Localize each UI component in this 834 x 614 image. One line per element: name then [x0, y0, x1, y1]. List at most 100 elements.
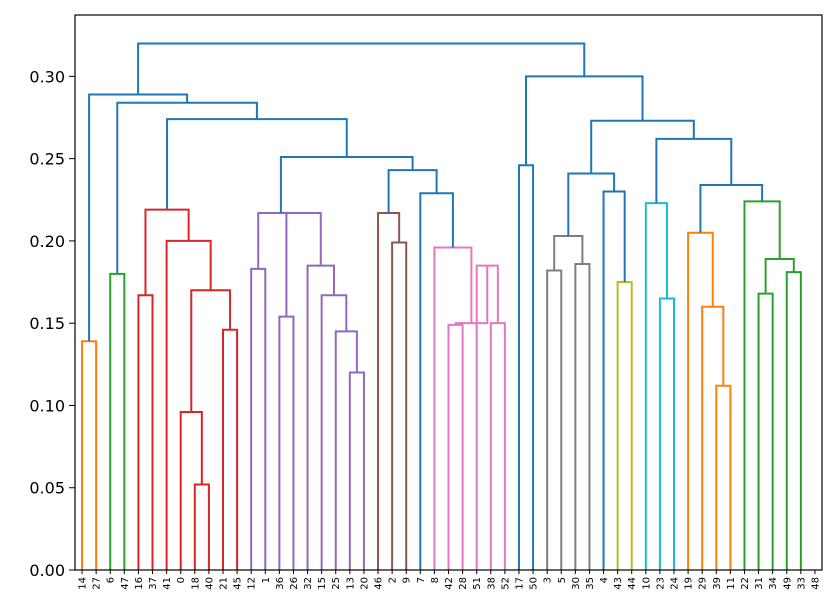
dendrogram-link-29	[88, 93, 189, 342]
dendrogram-link-50	[137, 42, 586, 95]
leaf-label: 38	[486, 577, 497, 590]
dendrogram-link-30	[546, 269, 563, 570]
y-tick-label: 0.10	[29, 396, 65, 415]
leaf-label: 25	[331, 577, 342, 590]
dendrogram-link-39	[701, 305, 725, 570]
dendrogram-link-48	[517, 164, 535, 570]
y-tick-label: 0.20	[29, 232, 65, 251]
dendrogram-link-44	[743, 200, 781, 570]
leaf-label: 47	[120, 577, 131, 590]
dendrogram-link-12	[334, 330, 358, 570]
leaf-label: 46	[374, 577, 385, 590]
leaf-label: 31	[754, 577, 765, 590]
leaf-label: 39	[712, 577, 723, 590]
leaf-label: 5	[557, 577, 568, 583]
leaf-label: 2	[388, 577, 399, 583]
y-tick-label: 0.30	[29, 67, 65, 86]
dendrogram-link-32	[553, 234, 584, 271]
leaf-label: 36	[275, 577, 286, 590]
leaf-label: 23	[655, 577, 666, 590]
dendrogram-link-41	[757, 292, 774, 570]
dendrogram-link-25	[387, 169, 438, 213]
leaf-label: 34	[768, 577, 779, 590]
leaf-label: 40	[204, 577, 215, 590]
leaf-label: 27	[92, 577, 103, 590]
y-tick-label: 0.15	[29, 314, 65, 333]
dendrogram-link-13	[320, 294, 348, 570]
leaf-label: 21	[218, 577, 229, 590]
dendrogram-link-11	[348, 371, 365, 570]
dendrogram-link-27	[166, 118, 348, 210]
y-tick-label: 0.00	[29, 561, 65, 580]
dendrogram-links	[81, 42, 802, 570]
dendrogram-link-43	[764, 258, 795, 294]
dendrogram-link-1	[109, 272, 126, 570]
dendrogram-link-20	[475, 264, 499, 570]
dendrogram-link-38	[715, 384, 732, 570]
dendrogram-link-5	[190, 289, 232, 413]
leaf-label: 22	[740, 577, 751, 590]
dendrogram-link-24	[419, 192, 454, 570]
leaf-label: 48	[810, 577, 821, 590]
dendrogram-link-35	[567, 172, 616, 236]
dendrogram-link-36	[658, 297, 676, 570]
y-tick-label: 0.05	[29, 479, 65, 498]
leaf-label: 7	[416, 577, 427, 583]
dendrogram-link-18	[377, 211, 401, 570]
leaf-label: 45	[233, 577, 244, 590]
leaf-label: 33	[796, 577, 807, 590]
dendrogram-link-26	[279, 156, 414, 213]
leaf-label: 6	[106, 577, 117, 583]
leaf-label: 41	[162, 577, 173, 590]
leaf-label: 37	[148, 577, 159, 590]
dendrogram-link-23	[433, 246, 473, 570]
dendrogram-link-31	[574, 262, 591, 570]
dendrogram-link-16	[257, 211, 304, 269]
x-axis: 14 27 6 47 16 37 41 0 18 40 21 45 12 1 36 26 3 2 15 25 13 20 4…	[78, 570, 821, 590]
leaf-label: 16	[134, 577, 145, 590]
dendrogram-link-4	[221, 328, 239, 570]
leaf-label: 35	[585, 577, 596, 590]
dendrogram-link-17	[391, 241, 408, 570]
leaf-label: 44	[627, 577, 638, 590]
leaf-label: 1	[261, 577, 272, 583]
dendrogram-link-37	[644, 202, 668, 570]
leaf-label: 52	[500, 577, 511, 590]
leaf-label: 8	[430, 577, 441, 583]
leaf-label: 49	[782, 577, 793, 590]
leaf-label: 28	[458, 577, 469, 590]
leaf-label: 42	[444, 577, 455, 590]
leaf-label: 13	[345, 577, 356, 590]
leaf-label: 24	[670, 577, 681, 590]
leaf-label: 26	[289, 577, 300, 590]
dendrogram-link-21	[447, 323, 464, 570]
leaf-label: 11	[726, 577, 737, 590]
leaf-label: 14	[78, 577, 89, 590]
dendrogram-link-10	[278, 315, 295, 570]
leaf-label: 10	[641, 577, 652, 590]
dendrogram-link-28	[116, 101, 258, 274]
dendrogram-link-3	[179, 411, 203, 570]
dendrogram-link-33	[616, 281, 633, 570]
dendrogram-link-47	[590, 119, 695, 174]
dendrogram-link-42	[785, 271, 802, 570]
dendrogram-link-9	[250, 267, 267, 570]
dendrogram-link-46	[655, 137, 733, 204]
leaf-label: 0	[176, 577, 187, 583]
leaf-label: 51	[472, 577, 483, 590]
leaf-label: 3	[543, 577, 554, 583]
leaf-label: 17	[514, 577, 525, 590]
leaf-label: 30	[571, 577, 582, 590]
leaf-label: 9	[402, 577, 413, 583]
leaf-label: 15	[317, 577, 328, 590]
dendrogram-link-19	[489, 322, 506, 570]
dendrogram-link-45	[699, 183, 764, 233]
leaf-label: 20	[359, 577, 370, 590]
leaf-label: 18	[190, 577, 201, 590]
dendrogram-link-34	[602, 190, 626, 570]
dendrogram-link-40	[687, 231, 714, 570]
leaf-label: 12	[247, 577, 258, 590]
leaf-label: 43	[613, 577, 624, 590]
dendrogram-link-7	[137, 294, 154, 570]
